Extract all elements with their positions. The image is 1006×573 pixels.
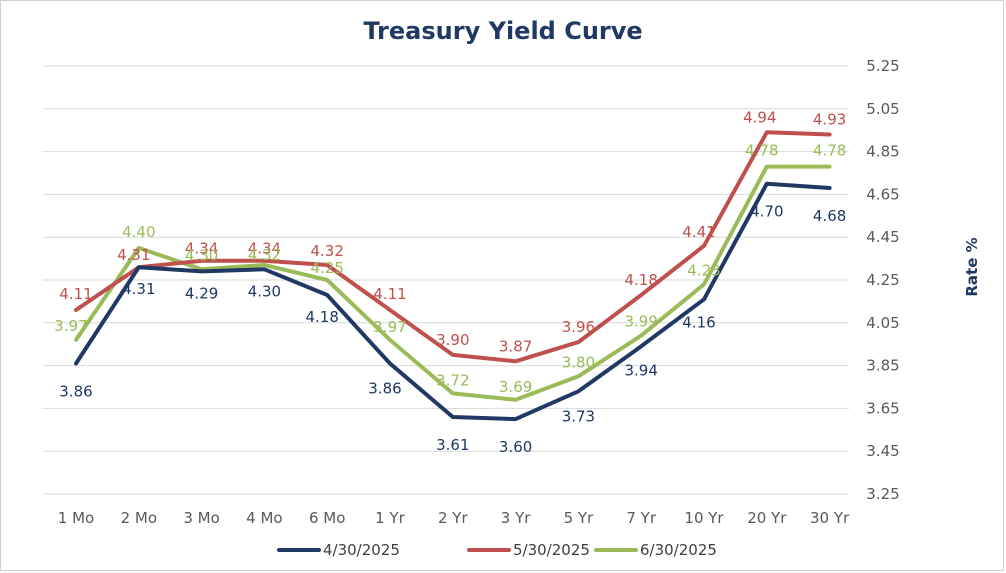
x-tick-label: 1 Mo [58,509,94,527]
y-tick-label: 5.05 [866,100,899,118]
data-label: 4.11 [373,285,406,303]
data-label: 4.32 [310,242,343,260]
data-label: 4.32 [248,246,281,264]
y-tick-label: 3.25 [866,485,899,503]
legend-label-3: 6/30/2025 [640,541,717,559]
x-tick-label: 1 Yr [375,509,405,527]
data-label: 4.93 [813,110,846,128]
data-label: 4.11 [59,285,92,303]
y-tick-label: 3.65 [866,399,899,417]
data-label: 4.18 [624,271,657,289]
y-axis-ticks: 3.25 3.45 3.65 3.85 4.05 4.25 4.45 4.65 4.85 5.05… [866,57,899,503]
data-label: 4.16 [682,313,715,331]
data-label: 3.99 [624,313,657,331]
data-label: 3.73 [562,407,595,425]
x-tick-label: 5 Yr [564,509,594,527]
y-tick-label: 4.65 [866,185,899,203]
y-axis-label: Rate % [963,237,981,296]
data-label: 4.94 [743,108,776,126]
data-label: 4.68 [813,207,846,225]
chart-title: Treasury Yield Curve [363,17,642,45]
data-label: 4.70 [750,203,783,221]
data-label: 3.80 [562,353,595,371]
data-label: 4.34 [248,240,281,258]
data-label: 4.29 [185,284,218,302]
data-label: 4.23 [687,261,720,279]
x-tick-label: 30 Yr [810,509,850,527]
data-label: 3.60 [499,438,532,456]
series-lines [74,130,832,422]
data-label: 3.96 [562,318,595,336]
x-tick-label: 4 Mo [246,509,282,527]
legend-label-1: 4/30/2025 [323,541,400,559]
gridlines [43,65,849,495]
legend-label-2: 5/30/2025 [513,541,590,559]
y-tick-label: 3.85 [866,357,899,375]
series-line-1 [74,181,832,422]
data-label: 3.86 [59,382,92,400]
data-label: 4.78 [745,142,778,160]
data-label: 3.87 [499,337,532,355]
series-line-3 [74,164,832,402]
data-label: 3.69 [499,378,532,396]
y-tick-label: 3.45 [866,442,899,460]
data-labels: 3.86 4.31 4.29 4.30 4.18 3.86 3.61 3.60 3.73 3.94… [54,108,846,456]
data-label: 4.34 [185,240,218,258]
data-label: 3.86 [368,379,401,397]
y-tick-label: 4.05 [866,314,899,332]
data-label: 3.94 [624,361,657,379]
data-label: 4.41 [682,223,715,241]
data-label: 4.18 [305,308,338,326]
y-tick-label: 4.45 [866,228,899,246]
x-tick-label: 7 Yr [626,509,656,527]
y-tick-label: 5.25 [866,57,899,75]
x-tick-label: 3 Mo [183,509,219,527]
data-label: 3.72 [436,371,469,389]
x-tick-label: 10 Yr [684,509,724,527]
y-tick-label: 4.25 [866,271,899,289]
data-label: 4.78 [813,142,846,160]
data-label: 4.40 [122,223,155,241]
x-tick-label: 2 Yr [438,509,468,527]
data-label: 3.97 [54,317,87,335]
x-tick-label: 6 Mo [309,509,345,527]
legend: 4/30/2025 5/30/2025 6/30/2025 [277,541,717,559]
y-tick-label: 4.85 [866,143,899,161]
data-label: 3.97 [373,318,406,336]
data-label: 4.25 [310,259,343,277]
data-label: 4.31 [117,246,150,264]
data-label: 4.31 [122,280,155,298]
data-label: 3.61 [436,436,469,454]
x-tick-label: 3 Yr [501,509,531,527]
x-tick-label: 20 Yr [747,509,787,527]
series-line-2 [74,130,832,364]
data-label: 4.30 [248,282,281,300]
x-axis-ticks: 1 Mo 2 Mo 3 Mo 4 Mo 6 Mo 1 Yr 2 Yr 3 Yr 5 Yr 7 Yr… [58,509,850,527]
x-tick-label: 2 Mo [121,509,157,527]
data-label: 3.90 [436,331,469,349]
data-label: 4.30 [185,246,218,264]
